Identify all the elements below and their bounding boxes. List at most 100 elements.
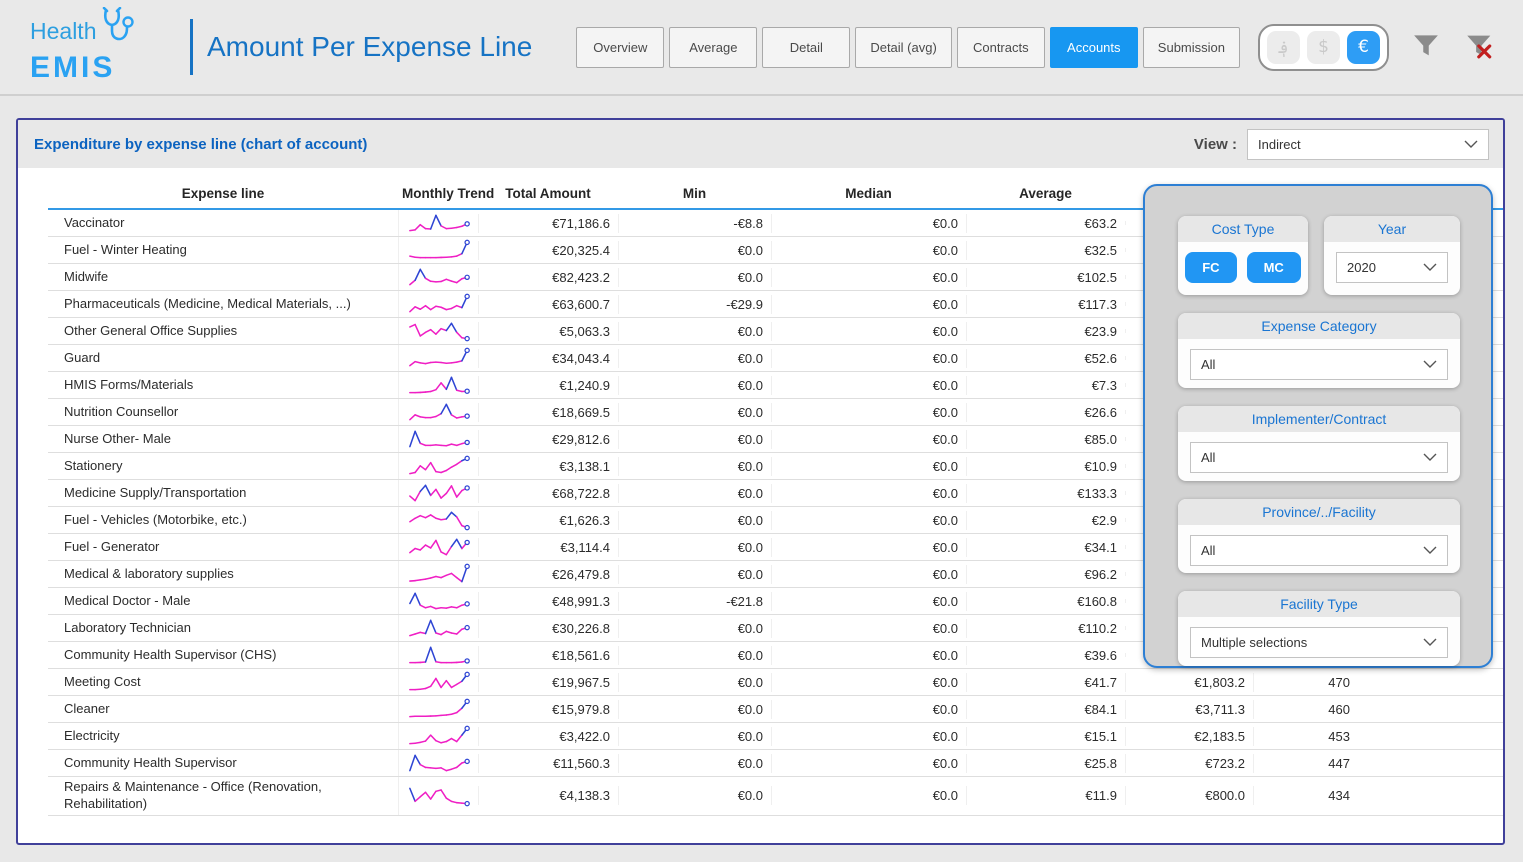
total-amount-value: €18,561.6 xyxy=(478,645,618,665)
expense-line-name: Medical Doctor - Male xyxy=(64,592,191,608)
total-amount-value: €1,240.9 xyxy=(478,375,618,395)
implementer-card: Implementer/Contract All xyxy=(1178,405,1460,481)
total-amount-value: €1,626.3 xyxy=(478,510,618,530)
expense-line-name: Guard xyxy=(64,349,101,365)
min-value: -€29.9 xyxy=(618,294,771,314)
table-row[interactable]: Nutrition Counsellor €18,669.5 €0.0 €0.0 €26… xyxy=(48,399,1503,426)
implementer-dropdown[interactable]: All xyxy=(1190,441,1448,473)
province-card: Province/../Facility All xyxy=(1178,498,1460,574)
tab-overview[interactable]: Overview xyxy=(576,26,665,68)
max-value: €1,803.2 xyxy=(1125,672,1253,692)
table-row[interactable]: Community Health Supervisor €11,560.3 €0.0… xyxy=(48,750,1503,777)
expense-category-value: All xyxy=(1201,357,1216,372)
column-header-min[interactable]: Min xyxy=(682,186,707,201)
median-value: €0.0 xyxy=(771,429,966,449)
table-row[interactable]: Fuel - Generator €3,114.4 €0.0 €0.0 €34.1 xyxy=(48,534,1503,561)
expense-line-name: Nurse Other- Male xyxy=(64,430,171,446)
average-value: €25.8 xyxy=(966,753,1125,773)
expense-line-name: HMIS Forms/Materials xyxy=(64,376,194,392)
expense-line-name: Other General Office Supplies xyxy=(64,322,238,338)
table-row[interactable]: Nurse Other- Male €29,812.6 €0.0 €0.0 €85.0 xyxy=(48,426,1503,453)
monthly-trend-sparkline xyxy=(398,210,478,236)
total-amount-value: €68,722.8 xyxy=(478,483,618,503)
total-amount-value: €11,560.3 xyxy=(478,753,618,773)
max-value xyxy=(1125,518,1253,522)
tab-average[interactable]: Average xyxy=(669,26,758,68)
column-header-median[interactable]: Median xyxy=(845,186,892,201)
column-header-monthly-trend[interactable]: Monthly Trend xyxy=(402,186,495,201)
year-dropdown[interactable]: 2020 xyxy=(1336,252,1448,283)
median-value: €0.0 xyxy=(771,321,966,341)
average-value: €117.3 xyxy=(966,294,1125,314)
currency-dollar-button[interactable]: $ xyxy=(1307,30,1340,64)
table-row[interactable]: Other General Office Supplies €5,063.3 €0.… xyxy=(48,318,1503,345)
table-row[interactable]: HMIS Forms/Materials €1,240.9 €0.0 €0.0 €7.3 xyxy=(48,372,1503,399)
table-row[interactable]: Stationery €3,138.1 €0.0 €0.0 €10.9 xyxy=(48,453,1503,480)
tab-submission[interactable]: Submission xyxy=(1142,26,1240,68)
max-value xyxy=(1125,221,1253,225)
table-row[interactable]: Cleaner €15,979.8 €0.0 €0.0 €84.1 €3,711.3 460 xyxy=(48,696,1503,723)
total-amount-value: €3,422.0 xyxy=(478,726,618,746)
total-amount-value: €3,114.4 xyxy=(478,537,618,557)
max-value xyxy=(1125,545,1253,549)
cost-type-mc-button[interactable]: MC xyxy=(1246,252,1301,283)
max-value: €3,711.3 xyxy=(1125,699,1253,719)
currency-euro-button[interactable]: € xyxy=(1347,30,1380,64)
table-row[interactable]: Pharmaceuticals (Medicine, Medical Mater… xyxy=(48,291,1503,318)
max-value xyxy=(1125,248,1253,252)
currency-afghani-button[interactable]: ؋ xyxy=(1267,30,1300,64)
cost-type-fc-button[interactable]: FC xyxy=(1185,252,1237,283)
table-row[interactable]: Vaccinator €71,186.6 -€8.8 €0.0 €63.2 xyxy=(48,210,1503,237)
view-dropdown[interactable]: Indirect xyxy=(1247,128,1489,160)
min-value: €0.0 xyxy=(618,429,771,449)
table-row[interactable]: Laboratory Technician €30,226.8 €0.0 €0.0 €1… xyxy=(48,615,1503,642)
min-value: €0.0 xyxy=(618,564,771,584)
expense-line-name: Cleaner xyxy=(64,700,110,716)
min-value: €0.0 xyxy=(618,510,771,530)
table-row[interactable]: Community Health Supervisor (CHS) €18,561… xyxy=(48,642,1503,669)
tab-contracts[interactable]: Contracts xyxy=(956,26,1045,68)
count-value: 453 xyxy=(1253,726,1358,746)
clear-filter-icon[interactable] xyxy=(1463,31,1497,64)
table-row[interactable]: Repairs & Maintenance - Office (Renovati… xyxy=(48,777,1503,816)
column-header-average[interactable]: Average xyxy=(1019,186,1072,201)
expense-category-dropdown[interactable]: All xyxy=(1190,349,1448,380)
table-row[interactable]: Fuel - Vehicles (Motorbike, etc.) €1,626.… xyxy=(48,507,1503,534)
implementer-value: All xyxy=(1201,449,1216,465)
min-value: €0.0 xyxy=(618,402,771,422)
expense-line-name: Stationery xyxy=(64,457,123,473)
max-value xyxy=(1125,329,1253,333)
average-value: €52.6 xyxy=(966,348,1125,368)
tab-detail-avg[interactable]: Detail (avg) xyxy=(855,26,952,68)
app-logo: Health EMIS xyxy=(30,6,180,83)
table-row[interactable]: Medical & laboratory supplies €26,479.8 €0… xyxy=(48,561,1503,588)
median-value: €0.0 xyxy=(771,726,966,746)
average-value: €11.9 xyxy=(966,786,1125,806)
min-value: €0.0 xyxy=(618,267,771,287)
count-value: 470 xyxy=(1253,672,1358,692)
max-value: €800.0 xyxy=(1125,786,1253,806)
median-value: €0.0 xyxy=(771,375,966,395)
column-header-expense-line[interactable]: Expense line xyxy=(181,186,265,201)
monthly-trend-sparkline xyxy=(398,750,478,776)
filter-icon[interactable] xyxy=(1411,31,1441,64)
table-row[interactable]: Medical Doctor - Male €48,991.3 -€21.8 €0.0… xyxy=(48,588,1503,615)
facility-type-dropdown[interactable]: Multiple selections xyxy=(1190,627,1448,659)
table-row[interactable]: Meeting Cost €19,967.5 €0.0 €0.0 €41.7 €1,803… xyxy=(48,669,1503,696)
column-header-total-amount[interactable]: Total Amount xyxy=(505,186,591,201)
table-row[interactable]: Fuel - Winter Heating €20,325.4 €0.0 €0.0 €3… xyxy=(48,237,1503,264)
logo-health-label: Health xyxy=(30,17,97,44)
year-dropdown-value: 2020 xyxy=(1347,260,1376,275)
table-row[interactable]: Guard €34,043.4 €0.0 €0.0 €52.6 xyxy=(48,345,1503,372)
average-value: €10.9 xyxy=(966,456,1125,476)
table-row[interactable]: Midwife €82,423.2 €0.0 €0.0 €102.5 xyxy=(48,264,1503,291)
province-dropdown[interactable]: All xyxy=(1190,534,1448,566)
median-value: €0.0 xyxy=(771,348,966,368)
table-row[interactable]: Electricity €3,422.0 €0.0 €0.0 €15.1 €2,183.5… xyxy=(48,723,1503,750)
tab-detail[interactable]: Detail xyxy=(762,26,851,68)
expense-line-name: Meeting Cost xyxy=(64,673,141,689)
tab-accounts[interactable]: Accounts xyxy=(1049,26,1138,68)
table-row[interactable]: Medicine Supply/Transportation €68,722.8 €… xyxy=(48,480,1503,507)
monthly-trend-sparkline xyxy=(398,561,478,587)
table-header-row: Expense line Monthly Trend Total Amount Min… xyxy=(48,178,1503,210)
